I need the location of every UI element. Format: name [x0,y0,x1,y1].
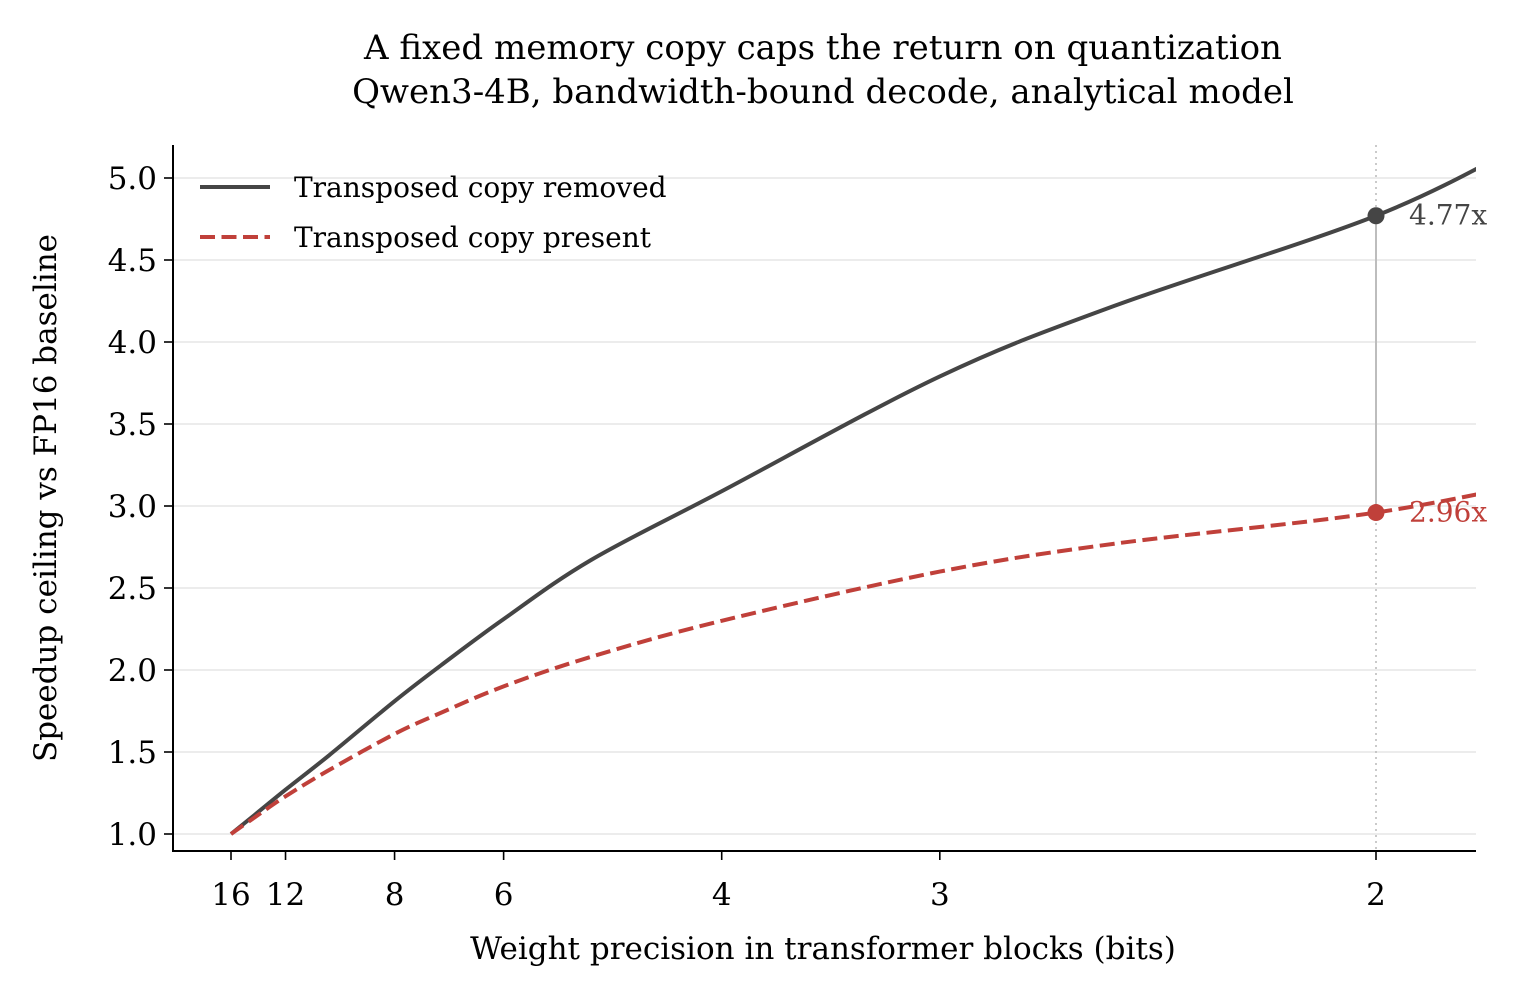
x-tick-label: 12 [266,877,305,913]
x-axis-label: Weight precision in transformer blocks (… [470,931,1176,967]
chart-subtitle: Qwen3-4B, bandwidth-bound decode, analyt… [352,72,1294,112]
chart-title: A fixed memory copy caps the return on q… [363,28,1282,68]
legend-label: Transposed copy removed [294,171,667,204]
legend: Transposed copy removed Transposed copy p… [200,171,667,254]
y-tick-label: 4.0 [108,325,157,361]
legend-label: Transposed copy present [294,221,652,254]
grid-lines [173,177,1476,835]
y-tick-label: 4.5 [108,243,157,279]
x-tick-label: 8 [385,877,405,913]
x-tick-label: 6 [494,877,514,913]
y-ticks: 1.0 1.5 2.0 2.5 3.0 3.5 4.0 4.5 5.0 [108,161,173,853]
y-tick-label: 3.5 [108,407,157,443]
y-tick-label: 1.5 [108,735,157,771]
legend-item-copy-removed: Transposed copy removed [200,171,667,204]
y-tick-label: 2.5 [108,571,157,607]
end-point-copy-removed [1367,207,1385,225]
end-label-copy-present: 2.96x [1409,496,1487,529]
x-ticks: 16 12 8 6 4 3 2 [211,851,1386,913]
end-point-copy-present [1367,504,1385,522]
y-tick-label: 2.0 [108,653,157,689]
x-tick-label: 3 [930,877,950,913]
y-tick-label: 3.0 [108,489,157,525]
series-line-copy-present [229,492,1476,836]
series-line-copy-removed [229,166,1476,836]
series-lines [229,166,1476,836]
end-label-copy-removed: 4.77x [1409,199,1487,232]
y-tick-label: 1.0 [108,817,157,853]
x-tick-label: 2 [1366,877,1386,913]
x-tick-label: 4 [712,877,732,913]
x-tick-label: 16 [211,877,250,913]
legend-item-copy-present: Transposed copy present [200,221,652,254]
y-tick-label: 5.0 [108,161,157,197]
end-points: 4.77x 2.96x [1367,199,1487,529]
y-axis-label: Speedup ceiling vs FP16 baseline [28,234,64,762]
